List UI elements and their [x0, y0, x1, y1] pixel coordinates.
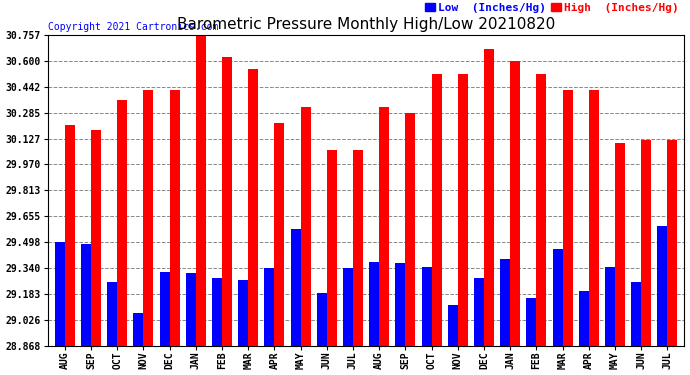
Bar: [641, 140, 651, 346]
Bar: [658, 225, 667, 346]
Bar: [579, 291, 589, 346]
Bar: [562, 90, 573, 346]
Bar: [395, 264, 406, 346]
Bar: [317, 293, 327, 346]
Bar: [369, 262, 380, 346]
Bar: [353, 150, 363, 346]
Bar: [615, 143, 625, 346]
Bar: [484, 49, 494, 346]
Bar: [380, 107, 389, 346]
Bar: [589, 90, 599, 346]
Bar: [422, 267, 432, 346]
Bar: [144, 90, 153, 346]
Bar: [196, 36, 206, 346]
Bar: [432, 74, 442, 346]
Bar: [238, 280, 248, 346]
Bar: [448, 305, 457, 346]
Bar: [55, 242, 65, 346]
Bar: [264, 268, 275, 346]
Bar: [536, 74, 546, 346]
Bar: [107, 282, 117, 346]
Bar: [526, 298, 536, 346]
Bar: [500, 258, 510, 346]
Bar: [474, 278, 484, 346]
Bar: [248, 69, 258, 346]
Bar: [117, 100, 127, 346]
Text: Copyright 2021 Cartronics.com: Copyright 2021 Cartronics.com: [48, 21, 218, 32]
Bar: [667, 140, 678, 346]
Bar: [212, 278, 222, 346]
Legend: Low  (Inches/Hg), High  (Inches/Hg): Low (Inches/Hg), High (Inches/Hg): [425, 3, 679, 13]
Bar: [327, 150, 337, 346]
Bar: [133, 313, 144, 346]
Bar: [81, 244, 91, 346]
Bar: [343, 268, 353, 346]
Bar: [290, 229, 301, 346]
Bar: [91, 130, 101, 346]
Title: Barometric Pressure Monthly High/Low 20210820: Barometric Pressure Monthly High/Low 202…: [177, 17, 555, 32]
Bar: [510, 60, 520, 346]
Bar: [159, 272, 170, 346]
Bar: [65, 125, 75, 346]
Bar: [170, 90, 179, 346]
Bar: [275, 123, 284, 346]
Bar: [605, 267, 615, 346]
Bar: [406, 113, 415, 346]
Bar: [301, 107, 310, 346]
Bar: [457, 74, 468, 346]
Bar: [186, 273, 196, 346]
Bar: [631, 282, 641, 346]
Bar: [553, 249, 562, 346]
Bar: [222, 57, 232, 346]
